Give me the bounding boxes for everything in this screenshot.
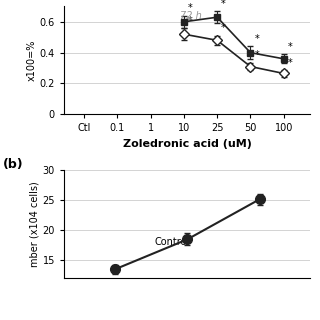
Text: (b): (b) bbox=[3, 158, 24, 172]
Text: *: * bbox=[188, 3, 193, 13]
Text: *: * bbox=[188, 16, 193, 26]
Text: *: * bbox=[221, 23, 226, 33]
Y-axis label: x100=%: x100=% bbox=[27, 40, 37, 81]
Y-axis label: mber (x104 cells): mber (x104 cells) bbox=[30, 181, 40, 267]
Text: *: * bbox=[288, 42, 292, 52]
Text: Control: Control bbox=[155, 237, 190, 247]
Text: *: * bbox=[221, 0, 226, 9]
Text: *: * bbox=[254, 50, 259, 60]
Text: *: * bbox=[288, 58, 292, 68]
Text: 72 h: 72 h bbox=[180, 11, 201, 21]
Text: *: * bbox=[254, 34, 259, 44]
X-axis label: Zoledronic acid (uM): Zoledronic acid (uM) bbox=[123, 139, 252, 149]
